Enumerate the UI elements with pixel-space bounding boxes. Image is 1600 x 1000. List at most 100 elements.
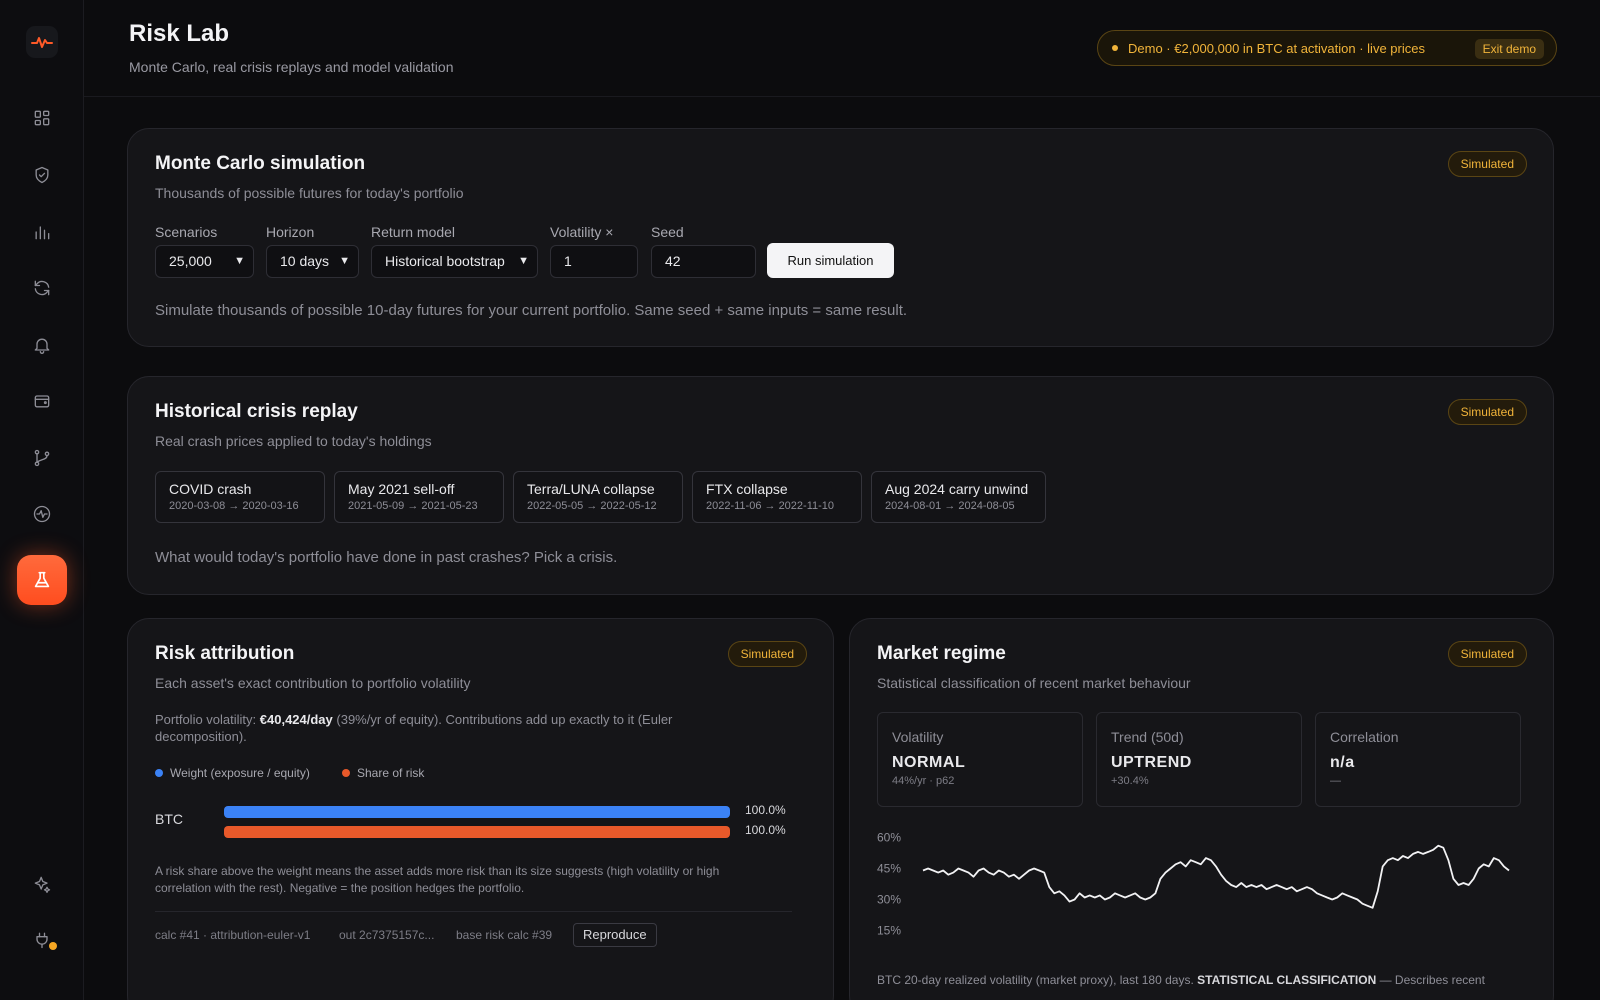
sparkle-icon[interactable] xyxy=(24,866,60,902)
footer-prefix: BTC 20-day realized volatility (market p… xyxy=(877,973,1198,987)
stat-sub: 44%/yr · p62 xyxy=(892,775,955,787)
horizon-value: 10 days xyxy=(280,253,330,269)
y-tick-label: 30% xyxy=(877,893,901,907)
crisis-terra-luna-button[interactable]: Terra/LUNA collapse 2022-05-05 → 2022-05… xyxy=(513,471,683,523)
base-calc: base risk calc #39 xyxy=(456,928,553,942)
card-subtitle: Thousands of possible futures for today'… xyxy=(155,185,464,201)
seed-input[interactable]: 42 xyxy=(651,245,756,278)
monte-carlo-card: Monte Carlo simulation Thousands of poss… xyxy=(127,128,1554,347)
simulated-badge: Simulated xyxy=(1447,399,1527,425)
seed-label: Seed xyxy=(651,224,684,240)
card-title: Historical crisis replay xyxy=(155,401,358,422)
demo-banner: Demo · €2,000,000 in BTC at activation ·… xyxy=(1097,30,1557,66)
monte-carlo-help: Simulate thousands of possible 10-day fu… xyxy=(155,302,908,319)
crisis-replay-card: Historical crisis replay Real crash pric… xyxy=(127,376,1554,595)
stat-value: n/a xyxy=(1330,754,1355,771)
demo-status-dot xyxy=(1112,45,1118,51)
risk-attribution-card: Risk attribution Each asset's exact cont… xyxy=(127,618,834,1000)
y-tick-label: 45% xyxy=(877,861,901,875)
correlation-stat: Correlation n/a — xyxy=(1315,712,1521,807)
horizon-select[interactable]: 10 days ▼ xyxy=(266,245,359,278)
crisis-covid-button[interactable]: COVID crash 2020-03-08 → 2020-03-16 xyxy=(155,471,325,523)
output-hash: out 2c7375157c... xyxy=(339,928,435,942)
crisis-ftx-button[interactable]: FTX collapse 2022-11-06 → 2022-11-10 xyxy=(692,471,862,523)
stat-value: NORMAL xyxy=(892,754,966,771)
return-model-value: Historical bootstrap xyxy=(385,253,505,269)
page-title: Risk Lab xyxy=(129,20,230,47)
card-subtitle: Real crash prices applied to today's hol… xyxy=(155,433,432,449)
reproduce-button[interactable]: Reproduce xyxy=(573,923,657,947)
pulse-icon[interactable] xyxy=(24,496,60,532)
scenarios-value: 25,000 xyxy=(169,253,212,269)
wallet-icon[interactable] xyxy=(24,383,60,419)
footer-bold: STATISTICAL CLASSIFICATION xyxy=(1197,973,1377,987)
stat-value: UPTREND xyxy=(1111,754,1192,771)
horizon-label: Horizon xyxy=(266,224,315,240)
chevron-down-icon: ▼ xyxy=(339,255,350,267)
demo-text: Demo · €2,000,000 in BTC at activation ·… xyxy=(1128,40,1425,56)
y-tick-label: 60% xyxy=(877,830,901,844)
footer-suffix: — Describes recent xyxy=(1376,973,1485,987)
legend-risk-label: Share of risk xyxy=(357,766,425,780)
return-model-select[interactable]: Historical bootstrap ▼ xyxy=(371,245,538,278)
app-logo[interactable] xyxy=(26,26,58,58)
risk-dot xyxy=(342,769,350,777)
regime-footer: BTC 20-day realized volatility (market p… xyxy=(877,973,1517,987)
crisis-dates: 2022-05-05 → 2022-05-12 xyxy=(527,500,657,512)
page-header: Risk Lab Monte Carlo, real crisis replay… xyxy=(84,0,1600,97)
crisis-name: May 2021 sell-off xyxy=(348,481,455,497)
pulse-logo-icon xyxy=(31,37,53,48)
crisis-help: What would today's portfolio have done i… xyxy=(155,549,618,566)
stat-label: Trend (50d) xyxy=(1111,729,1184,745)
card-title: Risk attribution xyxy=(155,643,295,664)
stat-label: Volatility xyxy=(892,729,944,745)
volatility-label: Volatility × xyxy=(550,224,614,240)
volatility-input[interactable]: 1 xyxy=(550,245,638,278)
legend-risk: Share of risk xyxy=(342,766,424,780)
crisis-name: Terra/LUNA collapse xyxy=(527,481,655,497)
crisis-name: Aug 2024 carry unwind xyxy=(885,481,1029,497)
run-simulation-button[interactable]: Run simulation xyxy=(767,243,894,278)
bar-chart-icon[interactable] xyxy=(24,214,60,250)
y-tick-label: 15% xyxy=(877,924,901,938)
plug-icon[interactable] xyxy=(24,922,60,958)
legend-weight-label: Weight (exposure / equity) xyxy=(170,766,310,780)
crisis-may-2021-button[interactable]: May 2021 sell-off 2021-05-09 → 2021-05-2… xyxy=(334,471,504,523)
crisis-aug-2024-button[interactable]: Aug 2024 carry unwind 2024-08-01 → 2024-… xyxy=(871,471,1046,523)
crisis-dates: 2021-05-09 → 2021-05-23 xyxy=(348,500,478,512)
notification-dot xyxy=(49,942,57,950)
scenarios-label: Scenarios xyxy=(155,224,218,240)
dashboard-icon[interactable] xyxy=(24,100,60,136)
simulated-badge: Simulated xyxy=(1447,151,1527,177)
vol-suffix: (39%/yr of equity). Contributions add up… xyxy=(155,712,673,744)
stat-sub: — xyxy=(1330,775,1341,787)
chevron-down-icon: ▼ xyxy=(518,255,529,267)
sidebar xyxy=(0,0,84,1000)
crisis-name: COVID crash xyxy=(169,481,252,497)
volatility-series-line xyxy=(922,844,1510,909)
crisis-dates: 2024-08-01 → 2024-08-05 xyxy=(885,500,1015,512)
chevron-down-icon: ▼ xyxy=(234,255,245,267)
exit-demo-button[interactable]: Exit demo xyxy=(1474,39,1544,59)
bell-icon[interactable] xyxy=(24,327,60,363)
scenarios-select[interactable]: 25,000 ▼ xyxy=(155,245,254,278)
return-model-label: Return model xyxy=(371,224,456,240)
calc-id: calc #41 · attribution-euler-v1 xyxy=(155,928,311,942)
simulated-badge: Simulated xyxy=(1447,641,1527,667)
branch-icon[interactable] xyxy=(24,440,60,476)
trend-stat: Trend (50d) UPTREND +30.4% xyxy=(1096,712,1302,807)
portfolio-volatility-text: Portfolio volatility: €40,424/day (39%/y… xyxy=(155,711,755,745)
risk-value: 100.0% xyxy=(745,823,786,837)
weight-dot xyxy=(155,769,163,777)
asset-label: BTC xyxy=(155,811,183,827)
flask-icon[interactable] xyxy=(17,555,67,605)
volatility-stat: Volatility NORMAL 44%/yr · p62 xyxy=(877,712,1083,807)
weight-bar xyxy=(224,806,730,818)
card-subtitle: Each asset's exact contribution to portf… xyxy=(155,675,471,691)
stat-sub: +30.4% xyxy=(1111,775,1149,787)
crisis-dates: 2022-11-06 → 2022-11-10 xyxy=(706,500,835,512)
shield-icon[interactable] xyxy=(24,157,60,193)
card-subtitle: Statistical classification of recent mar… xyxy=(877,675,1191,691)
divider xyxy=(155,911,792,912)
refresh-icon[interactable] xyxy=(24,270,60,306)
